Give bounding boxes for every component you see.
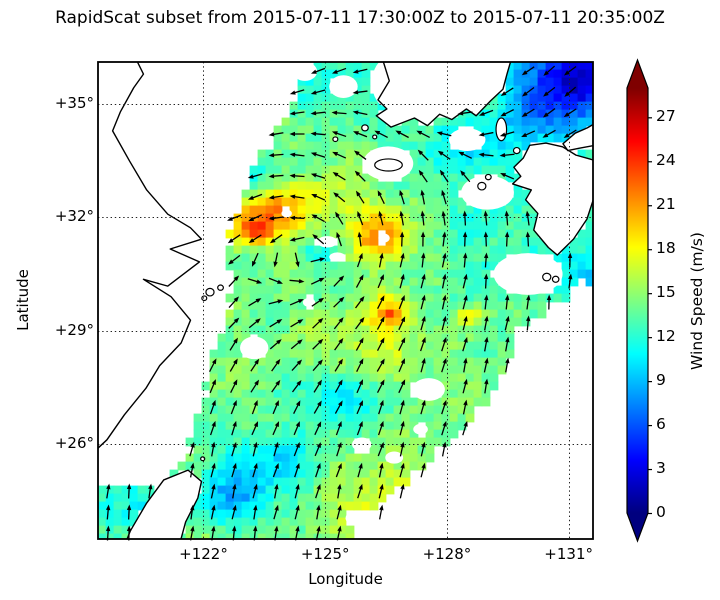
y-tick-label: +29° [54,320,94,339]
colorbar-tick-label: 27 [656,107,676,126]
colorbar-tick-label: 3 [656,459,666,478]
colorbar-tick-label: 24 [656,151,676,170]
colorbar-tick-label: 9 [656,371,666,390]
x-tick-label: +125° [300,545,350,563]
colorbar-tick-label: 12 [656,327,676,346]
colorbar-tick-label: 6 [656,415,666,434]
colorbar-tick-label: 21 [656,195,676,214]
colorbar-tick-label: 15 [656,283,676,302]
x-axis-label: Longitude [308,570,383,588]
y-tick-label: +26° [54,434,94,453]
x-tick-label: +131° [544,545,593,563]
y-tick-label: +35° [54,93,94,112]
colorbar-tick-label: 18 [656,239,676,258]
x-tick-label: +128° [422,545,472,563]
colorbar-tick-label: 0 [656,503,666,521]
figure-title: RapidScat subset from 2015-07-11 17:30:0… [55,8,665,28]
x-tick-label: +122° [179,545,228,563]
y-tick-label: +32° [54,207,94,226]
y-axis-label: Latitude [14,269,32,331]
